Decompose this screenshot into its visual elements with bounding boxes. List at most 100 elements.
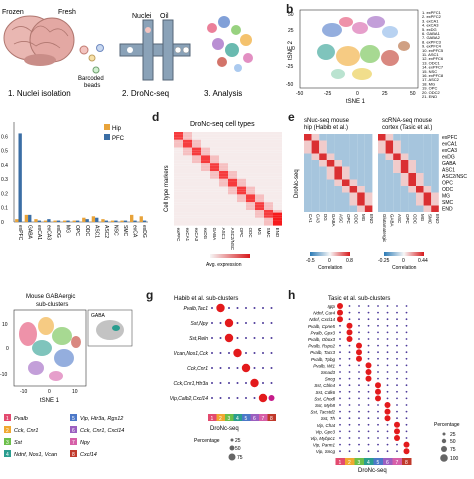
legend-swatch-hip (104, 124, 110, 130)
corr-cell (400, 199, 409, 206)
corr-cell (342, 166, 350, 173)
heat-cell (255, 139, 264, 143)
heat-cell (237, 163, 246, 166)
legend-number: 4 (6, 452, 9, 458)
xtick: 0 (356, 91, 359, 97)
corr-cell (393, 147, 401, 154)
heat-cell (246, 199, 255, 203)
col-label: ASC (338, 214, 343, 224)
dot (396, 404, 398, 406)
heat-cell (174, 202, 183, 205)
heat-cell (273, 186, 282, 190)
row-label: Vip, Chat (317, 423, 336, 428)
heat-cell (210, 163, 219, 166)
dot (405, 390, 408, 393)
dot (367, 318, 370, 321)
heat-cell (219, 171, 228, 174)
heat-cell (201, 155, 210, 158)
dot (358, 390, 360, 393)
heat-cell (264, 176, 273, 179)
corr-cell (326, 166, 335, 173)
row-label: Pvalb,Tac1 (183, 306, 208, 312)
corr-cell (342, 179, 350, 186)
legend-label: Ndnf, Nos1, Vcan (14, 452, 57, 458)
corr-cell (349, 134, 358, 141)
heat-cell (246, 139, 255, 143)
heat-cell (192, 189, 201, 192)
cb-label: Correlation (392, 265, 417, 271)
heat-cell (174, 194, 183, 197)
heat-cell (255, 142, 264, 145)
dot (367, 311, 370, 314)
row-label: Sst,Reln (189, 336, 208, 342)
heat-cell (237, 217, 246, 221)
bar-pfc (18, 133, 22, 222)
dot (367, 397, 370, 400)
dot (245, 382, 247, 384)
cluster-strip-cell (354, 458, 364, 465)
corr-cell (326, 147, 335, 154)
corr-cell (342, 192, 350, 199)
heat-cell (228, 160, 237, 164)
bar-hip (15, 219, 19, 222)
heat-cell (237, 204, 246, 208)
dot (337, 309, 343, 316)
heat-cell (237, 207, 246, 210)
legend-swatch (70, 414, 77, 421)
legend-item: 18. MG (422, 81, 435, 86)
corr-cell (357, 140, 365, 147)
heat-cell (255, 184, 264, 187)
corr-cell (423, 186, 432, 193)
corr-cell (311, 147, 320, 154)
corr-cell (326, 173, 335, 180)
dot (386, 430, 389, 433)
heat-cell (237, 220, 246, 223)
heat-cell (192, 165, 201, 169)
heat-cell (264, 217, 273, 221)
heat-cell (174, 158, 183, 161)
corr-cell (393, 199, 401, 206)
corr-cell (334, 140, 342, 147)
heat-cell (237, 202, 246, 205)
legend-item: 15. NSC (422, 69, 437, 74)
corr-cell (326, 186, 335, 193)
heat-cell (264, 184, 273, 187)
col-label: CA3 (316, 214, 321, 223)
dot (253, 352, 256, 354)
heat-cell (246, 212, 255, 216)
row-label: Vip,Calb2,Cxcl14 (170, 396, 208, 402)
corr-cell (311, 153, 320, 160)
dot (386, 305, 389, 307)
xticks: -10 0 10 (20, 389, 78, 395)
heat-cell (219, 199, 228, 203)
corr-cell (408, 166, 416, 173)
heat-cell (246, 210, 255, 213)
corr-cell (349, 179, 358, 186)
heat-cell (210, 191, 219, 195)
dot (358, 384, 360, 387)
heat-cell (228, 142, 237, 145)
heat-cell (228, 212, 237, 216)
heat-cell (174, 189, 183, 192)
corr-cell (408, 173, 416, 180)
dot (253, 397, 256, 399)
heat-cell (228, 168, 237, 171)
col-label: ODC (412, 214, 417, 225)
heat-cell (210, 134, 219, 138)
dot (394, 428, 400, 435)
heat-cell (201, 134, 210, 138)
dot (348, 364, 351, 367)
heat-cell (237, 194, 246, 197)
col-label: Glutamatergic (382, 214, 387, 243)
corr-cell (408, 199, 416, 206)
dot (339, 417, 341, 420)
corr-cell (408, 147, 416, 154)
heat-cell (174, 160, 183, 164)
heat-cell (192, 181, 201, 184)
bar-hip (63, 220, 67, 222)
heat-cell (273, 210, 282, 213)
correlation-heatmap-right (378, 134, 439, 212)
ytick: 0.5 (1, 149, 8, 155)
corr-cell (378, 153, 386, 160)
legend-item: 14. exPFC7 (422, 65, 444, 70)
